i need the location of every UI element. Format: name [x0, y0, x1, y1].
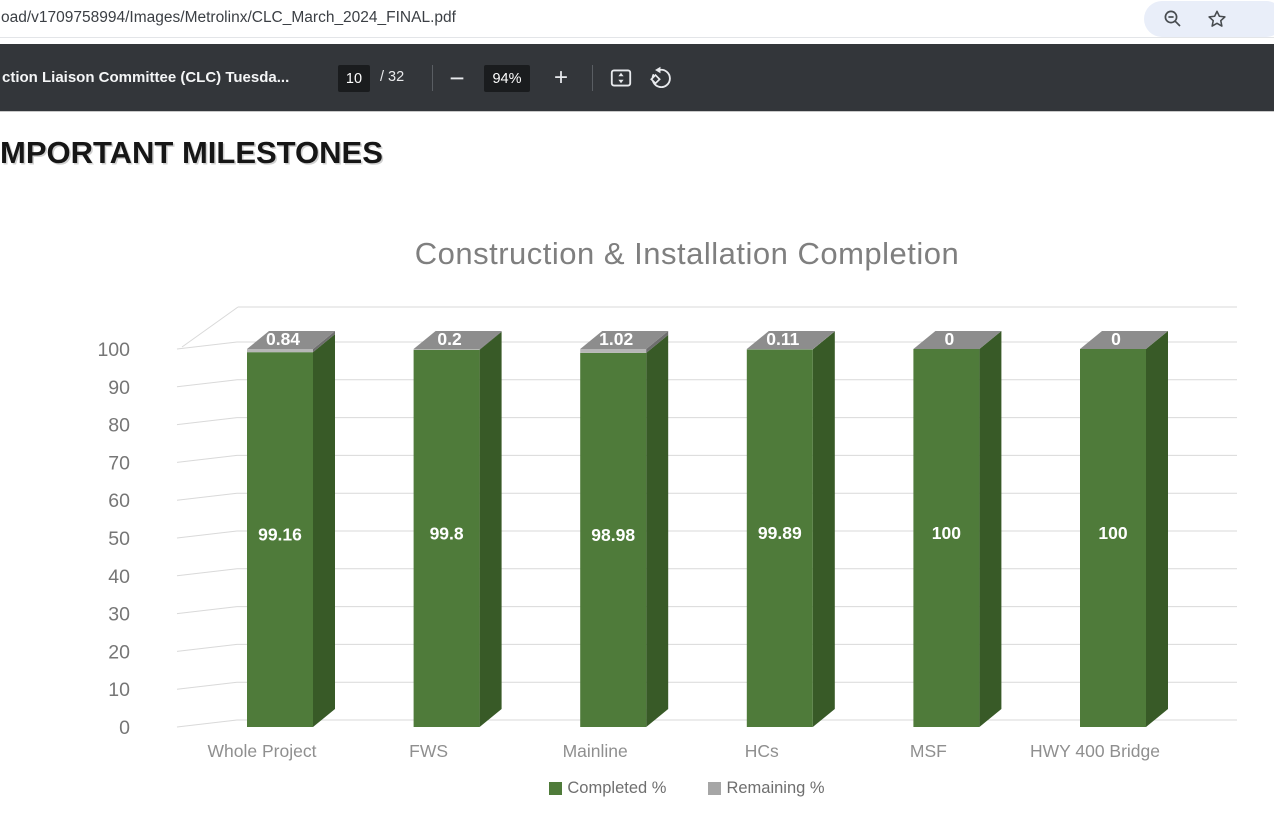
browser-omnibox: oad/v1709758994/Images/Metrolinx/CLC_Mar… [0, 0, 1274, 38]
bar-top-remaining [913, 331, 1002, 349]
completed-value-label: 99.16 [258, 525, 302, 545]
pdf-page: MPORTANT MILESTONES Construction & Insta… [0, 113, 1274, 821]
gridline-depth [176, 530, 238, 539]
rotate-ccw-icon[interactable] [646, 63, 676, 93]
gridline-depth [176, 719, 238, 728]
bar-side-completed [313, 334, 335, 727]
legend-swatch-completed [549, 782, 563, 795]
bar-side-remaining [646, 331, 669, 353]
completed-value-label: 98.98 [591, 525, 635, 545]
remaining-value-label: 0.11 [766, 329, 799, 349]
gridline-depth [176, 379, 238, 388]
completed-value-label: 100 [1098, 523, 1127, 543]
completed-value-label: 99.8 [430, 523, 464, 543]
bar-front-remaining [247, 349, 313, 353]
bar-front-completed [580, 352, 647, 727]
remaining-value-label: 0 [945, 329, 955, 349]
gridline-depth [176, 568, 238, 577]
category-label: FWS [409, 741, 448, 761]
bar-front-completed [746, 349, 813, 727]
toolbar-divider [592, 65, 593, 91]
y-tick-label: 60 [108, 490, 130, 512]
y-tick-label: 90 [108, 377, 130, 399]
remaining-value-label: 1.02 [599, 329, 633, 349]
bar-front-completed [413, 349, 480, 727]
toolbar-divider [432, 65, 433, 91]
url-text[interactable]: oad/v1709758994/Images/Metrolinx/CLC_Mar… [1, 9, 456, 26]
y-tick-label: 50 [108, 528, 130, 550]
remaining-value-label: 0.84 [266, 329, 300, 349]
bar-top-remaining [413, 331, 502, 349]
gridline-depth [176, 492, 238, 501]
bar-front-completed [1080, 349, 1146, 727]
y-tick-label: 80 [108, 415, 130, 437]
legend-label-remaining: Remaining % [726, 779, 825, 797]
bar-side-completed [479, 331, 502, 727]
legend-item-remaining: Remaining % [708, 779, 825, 798]
gridline-depth [176, 341, 238, 350]
category-label: Whole Project [208, 741, 317, 761]
zoom-level: 94% [484, 65, 530, 92]
bar-top-remaining [746, 331, 835, 349]
bar-front-completed [913, 349, 980, 727]
bookmark-star-icon[interactable] [1206, 8, 1228, 30]
category-label: HCs [745, 741, 779, 761]
bar-top-remaining [247, 331, 335, 349]
bar-side-remaining [812, 331, 835, 350]
bar-side-remaining [479, 331, 502, 350]
category-label: Mainline [563, 741, 628, 761]
zoom-out-button[interactable]: − [442, 62, 472, 94]
chart-plot: 0 10 20 30 40 50 60 70 80 90 100 0.84 99.16 Whole Pro… [97, 306, 1237, 761]
completed-value-label: 100 [932, 523, 961, 543]
legend-item-completed: Completed % [549, 779, 666, 798]
y-tick-label: 70 [108, 452, 130, 474]
legend-label-completed: Completed % [567, 779, 667, 797]
chart-title: Construction & Installation Completion [414, 236, 960, 271]
bar-front-remaining [413, 349, 480, 350]
gridline-depth [176, 681, 238, 690]
y-tick-label: 100 [97, 339, 130, 361]
bar-side-completed [646, 334, 669, 727]
chart-legend: Completed % Remaining % [100, 779, 1274, 798]
page-heading: MPORTANT MILESTONES [0, 135, 383, 170]
omnibox-actions [1144, 1, 1274, 37]
pdf-toolbar: ction Liaison Committee (CLC) Tuesda... … [0, 44, 1274, 112]
bar-side-remaining [313, 331, 335, 353]
bar-side-completed [812, 331, 835, 727]
bar-front-remaining [580, 349, 647, 353]
y-tick-label: 30 [108, 604, 130, 626]
completed-value-label: 99.89 [758, 523, 802, 543]
category-label: HWY 400 Bridge [1030, 741, 1160, 761]
bar-side-completed [979, 331, 1002, 727]
page-number-input[interactable]: 10 [338, 65, 370, 92]
page-fit-icon[interactable] [606, 63, 636, 93]
zoom-in-button[interactable]: + [546, 62, 576, 94]
bar-side-completed [1146, 331, 1168, 727]
legend-swatch-remaining [708, 782, 722, 795]
y-tick-label: 10 [108, 679, 130, 701]
gridline-depth [176, 454, 238, 463]
y-tick-label: 20 [108, 641, 130, 663]
page-total: / 32 [380, 69, 405, 85]
document-title: ction Liaison Committee (CLC) Tuesda... [2, 69, 290, 86]
gridline-depth [176, 417, 238, 426]
y-tick-label: 0 [119, 717, 130, 739]
wall-corner-edge [181, 306, 239, 348]
remaining-value-label: 0.2 [437, 329, 462, 349]
zoom-out-icon[interactable] [1162, 8, 1184, 30]
y-tick-label: 40 [108, 566, 130, 588]
gridline-depth [176, 643, 238, 652]
gridline-depth [176, 606, 238, 615]
bar-top-remaining [1080, 331, 1168, 349]
bar-top-remaining [580, 331, 669, 349]
category-label: MSF [910, 741, 947, 761]
bar-front-completed [247, 352, 313, 727]
remaining-value-label: 0 [1111, 329, 1121, 349]
